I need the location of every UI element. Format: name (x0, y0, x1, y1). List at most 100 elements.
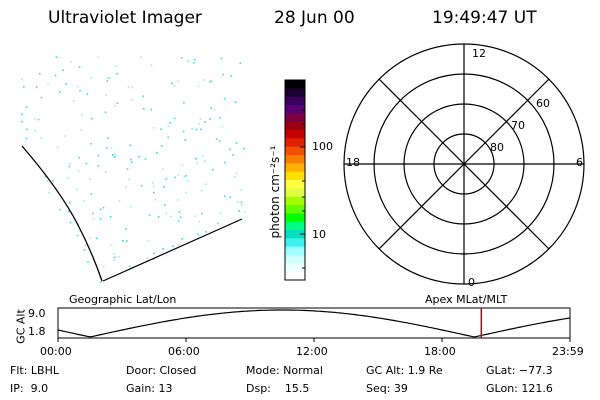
image-speckle (181, 238, 183, 240)
image-speckle (82, 199, 85, 202)
image-speckle (69, 163, 71, 165)
image-speckle (116, 102, 119, 104)
image-speckle (202, 79, 205, 81)
altitude-curve (57, 309, 571, 338)
info-gain: Gain: 13 (126, 382, 173, 395)
image-speckle (100, 281, 102, 283)
mlt-label-18: 18 (346, 156, 360, 169)
image-speckle (153, 252, 155, 255)
image-speckle (177, 220, 180, 222)
image-speckle (209, 118, 211, 120)
image-speckle (113, 259, 116, 262)
timeline-frame (57, 307, 571, 339)
info-dsp: Dsp: 15.5 (246, 382, 310, 395)
image-speckle (203, 160, 206, 162)
image-speckle (158, 215, 160, 218)
image-speckle (220, 212, 222, 214)
image-speckle (138, 155, 140, 158)
info-seq: Seq: 39 (366, 382, 408, 395)
image-speckle (76, 188, 78, 191)
image-speckle (85, 162, 88, 165)
image-speckle (87, 261, 89, 264)
info-mode: Mode: Normal (246, 364, 323, 377)
colorbar-band (285, 238, 305, 248)
image-speckle (97, 165, 100, 167)
image-speckle (152, 182, 154, 184)
image-speckle (114, 256, 116, 259)
image-speckle (21, 113, 23, 116)
colorbar-tick-label-10: 10 (312, 228, 326, 241)
image-speckle (229, 196, 232, 198)
image-speckle (40, 96, 43, 99)
colorbar-gradient (285, 80, 305, 281)
image-speckle (169, 122, 171, 124)
image-speckle (125, 186, 128, 189)
image-speckle (127, 86, 130, 88)
image-speckle (218, 140, 221, 143)
image-speckle (174, 176, 176, 179)
colorbar-band (285, 188, 305, 198)
colorbar-band (285, 121, 305, 131)
image-speckle (163, 186, 165, 188)
image-speckle (77, 170, 80, 172)
image-speckle (197, 85, 200, 88)
image-speckle (97, 154, 100, 157)
colorbar-band (285, 271, 305, 281)
image-speckle (181, 164, 184, 167)
image-speckle (127, 178, 130, 181)
x-tick-label-0600: 06:00 (168, 345, 200, 358)
colorbar-band (285, 138, 305, 148)
image-speckle (162, 168, 164, 170)
image-speckle (194, 58, 196, 61)
image-speckle (223, 195, 226, 197)
image-speckle (23, 86, 25, 88)
image-speckle (165, 178, 168, 180)
image-speckle (230, 75, 232, 77)
image-speckle (194, 215, 197, 217)
image-speckle (171, 82, 173, 85)
image-speckle (104, 111, 107, 114)
image-speckle (196, 162, 198, 164)
image-speckle (67, 210, 70, 213)
image-speckle (209, 80, 212, 83)
image-speckle (39, 72, 41, 75)
image-speckle (34, 129, 36, 132)
image-speckle (154, 199, 157, 201)
image-speckle (177, 80, 180, 83)
image-speckle (116, 72, 118, 75)
image-speckle (80, 129, 83, 131)
y-tick-label-9: 9.0 (28, 307, 46, 320)
y-tick-label-1-8: 1.8 (28, 325, 46, 338)
image-speckle (187, 60, 190, 63)
colorbar-band (285, 230, 305, 239)
image-speckle (107, 137, 109, 139)
image-speckle (232, 154, 234, 156)
image-speckle (58, 208, 61, 211)
image-speckle (213, 109, 216, 111)
image-speckle (113, 253, 115, 255)
image-speckle (126, 240, 128, 242)
image-speckle (92, 217, 95, 220)
polar-diagonal-2 (378, 78, 550, 250)
colorbar-band (285, 221, 305, 231)
image-speckle (198, 220, 200, 223)
image-speckle (241, 204, 243, 206)
image-speckle (199, 118, 202, 120)
colorbar-band (285, 146, 305, 156)
image-speckle (177, 174, 180, 176)
image-speckle (81, 114, 83, 116)
mlt-label-6: 6 (576, 156, 583, 169)
image-speckle (114, 156, 116, 158)
image-speckle (46, 179, 49, 182)
image-speckle (115, 65, 117, 67)
image-speckle (153, 191, 155, 194)
image-speckle (234, 101, 237, 103)
image-speckle (240, 201, 243, 204)
image-speckle (40, 137, 43, 140)
image-speckle (54, 74, 57, 77)
image-speckle (185, 174, 187, 177)
colorbar-band (285, 246, 305, 256)
info-gc-alt: GC Alt: 1.9 Re (366, 364, 443, 377)
